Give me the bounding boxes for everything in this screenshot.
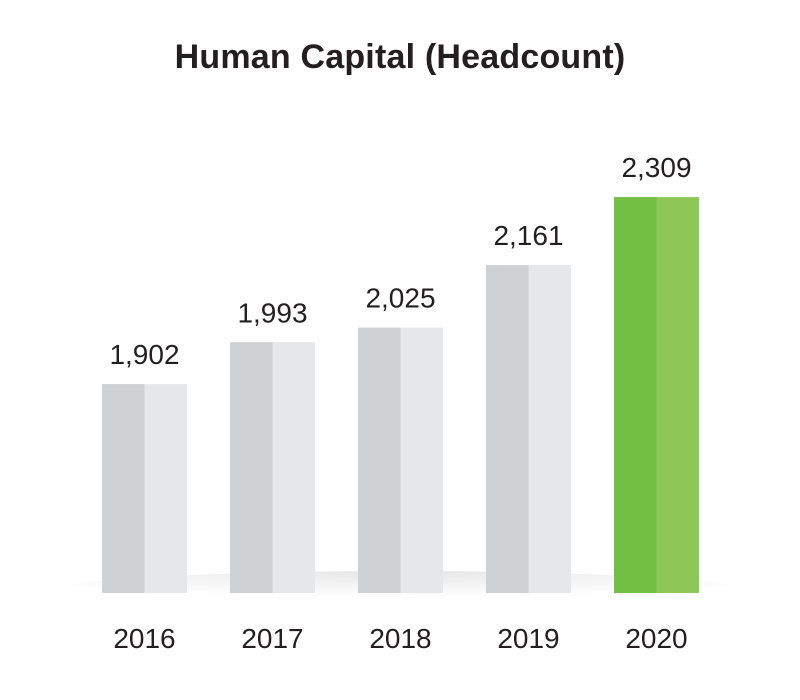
bar-left-face — [358, 327, 401, 593]
value-label-2017: 1,993 — [237, 297, 307, 328]
bar-right-face — [272, 342, 315, 593]
bar-2018 — [358, 327, 443, 593]
value-label-2018: 2,025 — [365, 283, 435, 314]
bar-left-face — [614, 197, 657, 593]
bar-right-face — [656, 197, 699, 593]
x-tick-label-2017: 2017 — [241, 623, 303, 654]
x-tick-label-2016: 2016 — [113, 623, 175, 654]
bar-2020 — [614, 197, 699, 593]
bar-right-face — [528, 265, 571, 593]
bar-left-face — [486, 265, 529, 593]
bar-2019 — [486, 265, 571, 593]
chart-title: Human Capital (Headcount) — [174, 38, 626, 76]
x-tick-label-2018: 2018 — [369, 623, 431, 654]
value-label-2020: 2,309 — [621, 152, 691, 183]
x-tick-label-2019: 2019 — [497, 623, 559, 654]
value-label-2016: 1,902 — [109, 339, 179, 370]
bar-right-face — [400, 327, 443, 593]
bar-2017 — [230, 342, 315, 593]
bar-right-face — [144, 384, 187, 593]
x-tick-label-2020: 2020 — [625, 623, 687, 654]
bar-left-face — [230, 342, 273, 593]
bar-left-face — [102, 384, 145, 593]
bar-2016 — [102, 384, 187, 593]
value-label-2019: 2,161 — [493, 220, 563, 251]
